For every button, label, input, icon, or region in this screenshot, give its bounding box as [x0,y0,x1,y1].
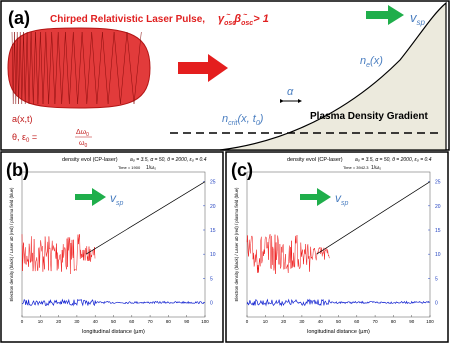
velocity-arrow [300,188,331,206]
time-unit: 1/ω₀ [371,165,381,171]
velocity-symbol: vsp [110,191,124,207]
y2-tick-label: 20 [435,204,441,210]
x-tick-label: 40 [93,319,99,324]
field-label: a(x,t) [12,114,33,124]
x-tick-label: 30 [74,319,80,324]
pulse-title: Chirped Relativistic Laser Pulse, [50,14,205,25]
y2-tick-label: 10 [435,252,441,258]
laser-trace [21,234,96,275]
x-tick-label: 0 [246,319,249,324]
plot-params: a₀ = 3.5, α = 50, θ = 2000, ε₀ = 0.4 [355,157,432,163]
x-tick-label: 60 [354,319,360,324]
y2-tick-label: 5 [435,276,438,282]
x-tick-label: 70 [148,319,154,324]
x-tick-label: 80 [391,319,397,324]
y2-tick-label: 15 [210,228,216,234]
time-label: Time = 1900 [118,165,141,170]
plot-params: a₀ = 3.5, α = 50, θ = 2000, ε₀ = 0.4 [130,157,207,163]
x-tick-label: 10 [38,319,44,324]
x-axis-label: longitudinal distance (µm) [82,329,145,335]
plot-title: density evol (CP-laser) [287,157,343,163]
chirp-denominator: ω0 [79,140,87,149]
plot-title: density evol (CP-laser) [62,157,118,163]
x-tick-label: 50 [336,319,342,324]
y2-tick-label: 20 [210,204,216,210]
chirp-label: θ, ε0 = [12,132,37,144]
density-trace [85,181,206,255]
x-tick-label: 30 [299,319,305,324]
velocity-arrow [75,188,106,206]
y2-tick-label: 25 [435,180,441,186]
x-tick-label: 90 [184,319,190,324]
laser-oscillations [11,31,142,105]
time-unit: 1/ω₀ [146,165,156,171]
x-tick-label: 40 [318,319,324,324]
y2-tick-label: 5 [210,276,213,282]
x-tick-label: 60 [129,319,135,324]
x-tick-label: 50 [111,319,117,324]
y-axis-label: Electron density (black) / Laser a0 (red… [9,187,14,301]
y2-tick-label: 10 [210,252,216,258]
x-tick-label: 80 [166,319,172,324]
field-trace [246,298,430,307]
x-tick-label: 100 [426,319,434,324]
y2-tick-label: 15 [435,228,441,234]
oscillation-path [11,31,142,105]
y2-tick-label: 0 [210,301,213,307]
x-tick-label: 20 [56,319,62,324]
condition: γosc~ βosc~ > 1 [218,12,269,27]
panel-label: (b) [6,160,29,180]
x-tick-label: 0 [21,319,24,324]
density-symbol: ne(x) [360,55,383,69]
y2-tick-label: 25 [210,180,216,186]
laser-trace [246,234,330,274]
panel-border [0,151,224,343]
velocity-symbol: vsp [335,191,349,207]
x-tick-label: 10 [263,319,269,324]
plasma-profile [219,1,447,151]
chirp-numerator: Δω0 [76,129,89,138]
x-tick-label: 70 [373,319,379,324]
x-axis-label: longitudinal distance (µm) [307,329,370,335]
panel-a: (a) Chirped Relativistic Laser Pulse, γo… [0,0,450,151]
density-trace [316,181,431,255]
panel-c: 0 10 20 30 40 50 60 70 80 90 100 0 5 10 15 20 25 (c) densi… [225,151,449,343]
field-trace [21,298,205,307]
panel-label: (a) [8,8,30,28]
propagation-arrow [178,54,228,82]
x-tick-label: 20 [281,319,287,324]
x-tick-label: 90 [409,319,415,324]
panel-border [225,151,449,343]
panel-label: (c) [231,160,253,180]
alpha-symbol: α [287,86,294,98]
time-label: Time = 3942.3 [343,165,369,170]
gradient-label: Plasma Density Gradient [310,111,428,122]
y-axis-label: Electron density (black) / Laser a0 (red… [234,187,239,301]
velocity-symbol: vsp [410,10,426,27]
panel-b: 0 10 20 30 40 50 60 70 80 90 100 0 5 10 15 20 25 (b) densi… [0,151,224,343]
x-tick-label: 100 [201,319,209,324]
velocity-arrow [366,5,404,25]
critical-density: ncrit(x, t0) [222,113,264,127]
y2-tick-label: 0 [435,301,438,307]
